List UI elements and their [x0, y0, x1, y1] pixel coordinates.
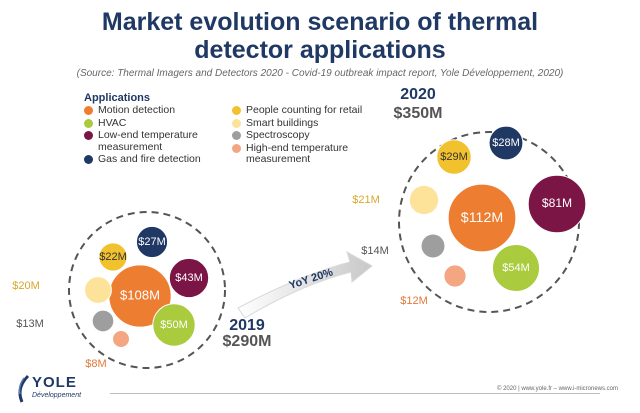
- bubble-value-label: $112M: [461, 210, 503, 226]
- footer-divider: [110, 393, 600, 394]
- legend: Applications Motion detection HVAC Low-end…: [84, 92, 384, 167]
- legend-column-right: People counting for retail Smart building…: [232, 104, 380, 167]
- legend-item: Smart buildings: [232, 116, 380, 130]
- bubble-gas-and-fire-detection: [488, 125, 524, 161]
- bubble-value-label: $29M: [440, 151, 468, 163]
- bubble-value-label: $13M: [16, 318, 44, 330]
- legend-swatch: [232, 106, 241, 115]
- bubble-value-label: $43M: [175, 272, 203, 284]
- legend-label: HVAC: [98, 116, 127, 129]
- legend-label: Motion detection: [98, 104, 176, 116]
- legend-label: People counting for retail: [246, 104, 363, 116]
- bubble-high-end-temperature-measurement: [443, 264, 467, 288]
- bubble-motion-detection: [447, 183, 517, 253]
- legend-swatch: [232, 131, 241, 140]
- yole-logo-mark-icon: [18, 374, 30, 403]
- chart-subtitle: (Source: Thermal Imagers and Detectors 2…: [76, 68, 564, 79]
- bubble-spectroscopy: [420, 233, 446, 259]
- bubble-value-label: $22M: [99, 251, 127, 263]
- legend-label: Gas and fire detection: [98, 153, 201, 165]
- legend-label: High-end temperature measurement: [246, 141, 349, 165]
- year-label: 2020: [400, 86, 436, 103]
- footer-copyright: © 2020 | www.yole.fr – www.i-micronews.c…: [492, 386, 618, 392]
- bubble-people-counting-for-retail: [98, 242, 128, 272]
- series-2020: $112M $54M $81M $28M $29M $21M $14M $12M 2020 $35…: [352, 86, 587, 313]
- bubble-value-label: $50M: [160, 319, 188, 331]
- bubble-value-label: $12M: [400, 295, 428, 307]
- legend-item: Gas and fire detection: [84, 153, 232, 166]
- growth-label: YoY 20%: [288, 266, 335, 292]
- legend-swatch: [232, 118, 241, 128]
- legend-item: Low-end temperature measurement: [84, 129, 232, 153]
- bubble-low-end-temperature-measurement: [527, 174, 587, 234]
- logo-text: YOLE: [32, 374, 77, 391]
- bubble-value-label: $54M: [502, 262, 530, 274]
- bubble-smart-buildings: [84, 276, 112, 304]
- bubble-value-label: $21M: [352, 194, 380, 206]
- legend-item: Spectroscopy: [232, 129, 380, 142]
- bubble-gas-and-fire-detection: [135, 225, 169, 259]
- group-ring: [68, 211, 226, 369]
- legend-item: People counting for retail: [232, 104, 380, 117]
- bubble-value-label: $8M: [85, 358, 106, 370]
- bubble-hvac: [491, 243, 541, 293]
- legend-swatch: [232, 143, 241, 153]
- bubble-spectroscopy: [91, 309, 115, 333]
- bubble-smart-buildings: [408, 184, 440, 216]
- year-total-label: $350M: [394, 105, 443, 122]
- year-total-label: $290M: [223, 333, 272, 350]
- yole-logo: YOLE Développement: [14, 372, 104, 410]
- series-2019: $108M $50M $43M $27M $22M $20M $13M $8M 2019$290…: [12, 211, 272, 370]
- legend-item: Motion detection: [84, 104, 232, 117]
- legend-title: Applications: [84, 92, 151, 104]
- legend-item: HVAC: [84, 116, 232, 130]
- growth-arrow: [237, 250, 373, 319]
- logo-subtext: Développement: [32, 392, 82, 399]
- legend-label: Smart buildings: [246, 116, 319, 129]
- legend-label: Low-end temperature measurement: [98, 129, 198, 153]
- bubble-low-end-temperature-measurement: [168, 257, 210, 299]
- legend-label: Spectroscopy: [246, 129, 310, 141]
- bubble-value-label: $14M: [361, 245, 389, 257]
- legend-column-left: Motion detection HVAC Low-end temperature …: [84, 104, 232, 167]
- bubble-high-end-temperature-measurement: [112, 330, 130, 348]
- bubble-people-counting-for-retail: [436, 139, 472, 175]
- legend-swatch: [84, 155, 93, 164]
- bubble-value-label: $108M: [120, 287, 160, 302]
- year-label: 2019: [229, 317, 265, 334]
- legend-swatch: [84, 118, 93, 128]
- bubble-value-label: $20M: [12, 280, 40, 292]
- bubble-value-label: $81M: [542, 196, 572, 210]
- bubble-hvac: [152, 303, 196, 347]
- bubble-value-label: $28M: [492, 137, 520, 149]
- legend-item: High-end temperature measurement: [232, 141, 380, 166]
- bubble-value-label: $27M: [138, 236, 166, 248]
- chart-title: Market evolution scenario of thermal dete…: [101, 8, 539, 64]
- legend-swatch: [84, 131, 93, 140]
- legend-swatch: [84, 106, 93, 115]
